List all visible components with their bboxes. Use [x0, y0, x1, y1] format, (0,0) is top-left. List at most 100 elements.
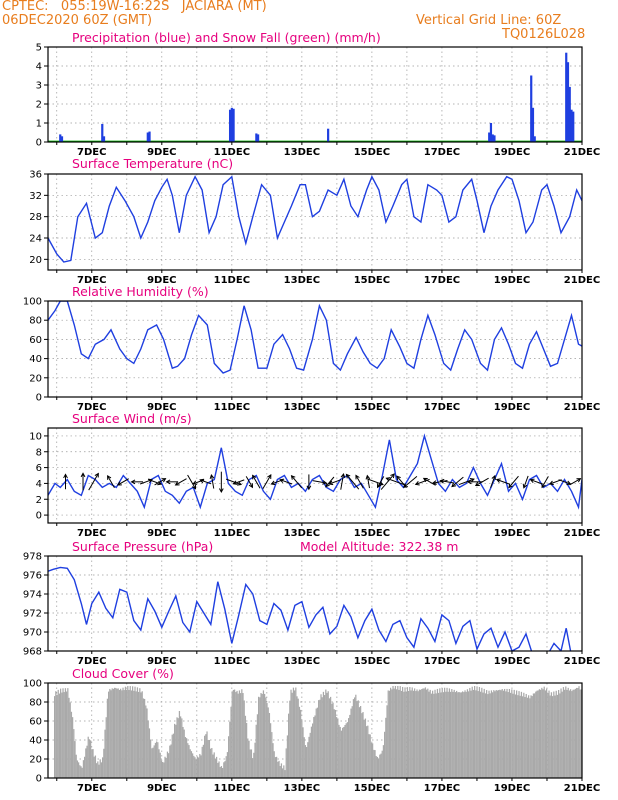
wind-vector-arrow — [262, 474, 272, 489]
cloud-cover-bar — [128, 689, 130, 778]
cloud-cover-bar — [522, 696, 524, 778]
cloud-cover-bar — [58, 693, 61, 778]
cloud-cover-bar — [70, 711, 73, 778]
cloud-cover-bar — [214, 758, 217, 778]
cloud-cover-bar — [141, 691, 143, 778]
cloud-cover-bar — [104, 729, 106, 778]
cloud-cover-bar — [73, 729, 75, 778]
cloud-cover-bar — [506, 688, 508, 778]
temperature-title: Surface Temperature (nC) — [72, 156, 233, 171]
cloud-cover-bar — [345, 723, 347, 778]
cloud-cover-bar — [564, 689, 566, 778]
cloud-cover-bar — [289, 700, 291, 778]
humidity-panel: Relative Humidity (%) 0 20 40 60 80 100 7DEC 9DE… — [23, 284, 600, 413]
wind-vector-head — [290, 474, 296, 480]
cloud-cover-bar — [548, 690, 550, 778]
cloud-cover-bar — [146, 708, 148, 778]
cloud-cover-bar — [183, 729, 185, 778]
cloud-cover-bar — [445, 691, 447, 778]
wind-vector-shaft — [107, 475, 115, 489]
header-station: CPTEC: 055:19W-16:22S JACIARA (MT) — [2, 0, 267, 14]
cloud-cover-bar — [536, 690, 538, 778]
cloud-cover-bar — [279, 765, 281, 778]
cloud-cover-bar — [274, 757, 277, 778]
cloud-cover-bar — [220, 766, 223, 778]
cloud-cover-bar — [476, 686, 478, 778]
wind-vector-head — [237, 481, 243, 486]
cloud-cover-bar — [132, 686, 134, 778]
x-tick-label: 21DEC — [564, 528, 600, 539]
cloud-cover-bar — [343, 726, 345, 778]
cloud-cover-bar — [88, 739, 91, 778]
x-tick-label: 11DEC — [214, 528, 250, 539]
cloud-cover-bar — [511, 689, 513, 778]
x-tick-label: 11DEC — [214, 402, 250, 413]
cloud-cover-bar — [204, 735, 206, 778]
cloud-cover-bar — [532, 693, 535, 778]
wind-vector-arrow — [367, 478, 384, 486]
cloud-cover-bar — [285, 748, 287, 778]
cloud-cover-bar — [316, 707, 319, 778]
wind-vector-arrow — [306, 474, 312, 491]
cloud-cover-bar — [213, 752, 215, 778]
cloud-cover-bar — [321, 697, 323, 778]
wind-vector-head — [378, 481, 384, 486]
precipitation-bar — [230, 107, 233, 142]
x-tick-label: 17DEC — [424, 147, 460, 158]
temperature-frame — [47, 173, 583, 271]
cloud-cover-bar — [560, 688, 562, 778]
cloud-cover-bar — [97, 761, 99, 778]
y-tick-label: 6 — [36, 463, 42, 474]
x-tick-label: 7DEC — [77, 656, 106, 667]
cloud-cover-bar — [87, 736, 89, 778]
cloud-cover-bar — [488, 690, 490, 778]
x-tick-label: 11DEC — [214, 656, 250, 667]
precipitation-bar — [256, 134, 260, 142]
cloud-cover-bar — [129, 686, 131, 778]
cloud-cover-bar — [217, 762, 219, 778]
cloud-cover-bar — [578, 686, 580, 778]
cloud-cover-bar — [540, 689, 542, 778]
cloud-cover-bar — [517, 695, 519, 778]
cloud-cover-bar — [446, 687, 448, 778]
wind-vector-head — [451, 482, 457, 488]
cloud-cover-bar — [189, 749, 191, 778]
cloud-cover-bar — [352, 699, 355, 778]
cloud-cover-bar — [381, 750, 383, 778]
x-tick-label: 17DEC — [424, 528, 460, 539]
wind-vector-arrow — [474, 477, 489, 487]
cloud-cover-bar — [120, 688, 122, 778]
wind-vector-arrow — [422, 477, 436, 486]
wind-vector-shaft — [508, 475, 519, 488]
cloud-cover-bar — [76, 760, 79, 778]
cloud-cover-bar — [429, 689, 431, 778]
precipitation-bar — [533, 136, 536, 142]
x-tick-label: 13DEC — [284, 528, 320, 539]
cloud-cover-bar — [260, 693, 262, 778]
cloud-cover-bar — [403, 691, 405, 778]
cloud-cover-bar — [297, 698, 299, 778]
cloud-cover-bar — [501, 689, 503, 778]
wind-vector-head — [422, 477, 428, 483]
cloud-cover-bar — [483, 688, 485, 778]
x-tick-label: 11DEC — [214, 147, 250, 158]
temperature-series-line — [48, 175, 582, 263]
cloud-cover-bar — [579, 689, 581, 778]
cloud-cover-bar — [118, 689, 121, 778]
wind-vector-arrow — [165, 479, 179, 485]
x-tick-label: 13DEC — [284, 402, 320, 413]
y-tick-label: 40 — [29, 736, 42, 747]
precipitation-bar — [491, 134, 494, 142]
cloud-cover-bar — [288, 713, 290, 778]
cloud-cover-bar — [535, 691, 537, 778]
wind-vector-shaft — [440, 480, 455, 484]
cloud-cover-bar — [94, 755, 97, 778]
cloud-cover-bar — [93, 756, 95, 778]
wind-vector-arrow — [365, 474, 371, 489]
cloud-cover-bar — [271, 732, 273, 778]
y-tick-label: 80 — [29, 316, 42, 327]
cloud-cover-bar — [72, 717, 74, 778]
cloud-cover-bar — [404, 687, 406, 778]
cloud-cover-bar — [456, 690, 458, 778]
cloud-cover-bar — [261, 693, 263, 778]
